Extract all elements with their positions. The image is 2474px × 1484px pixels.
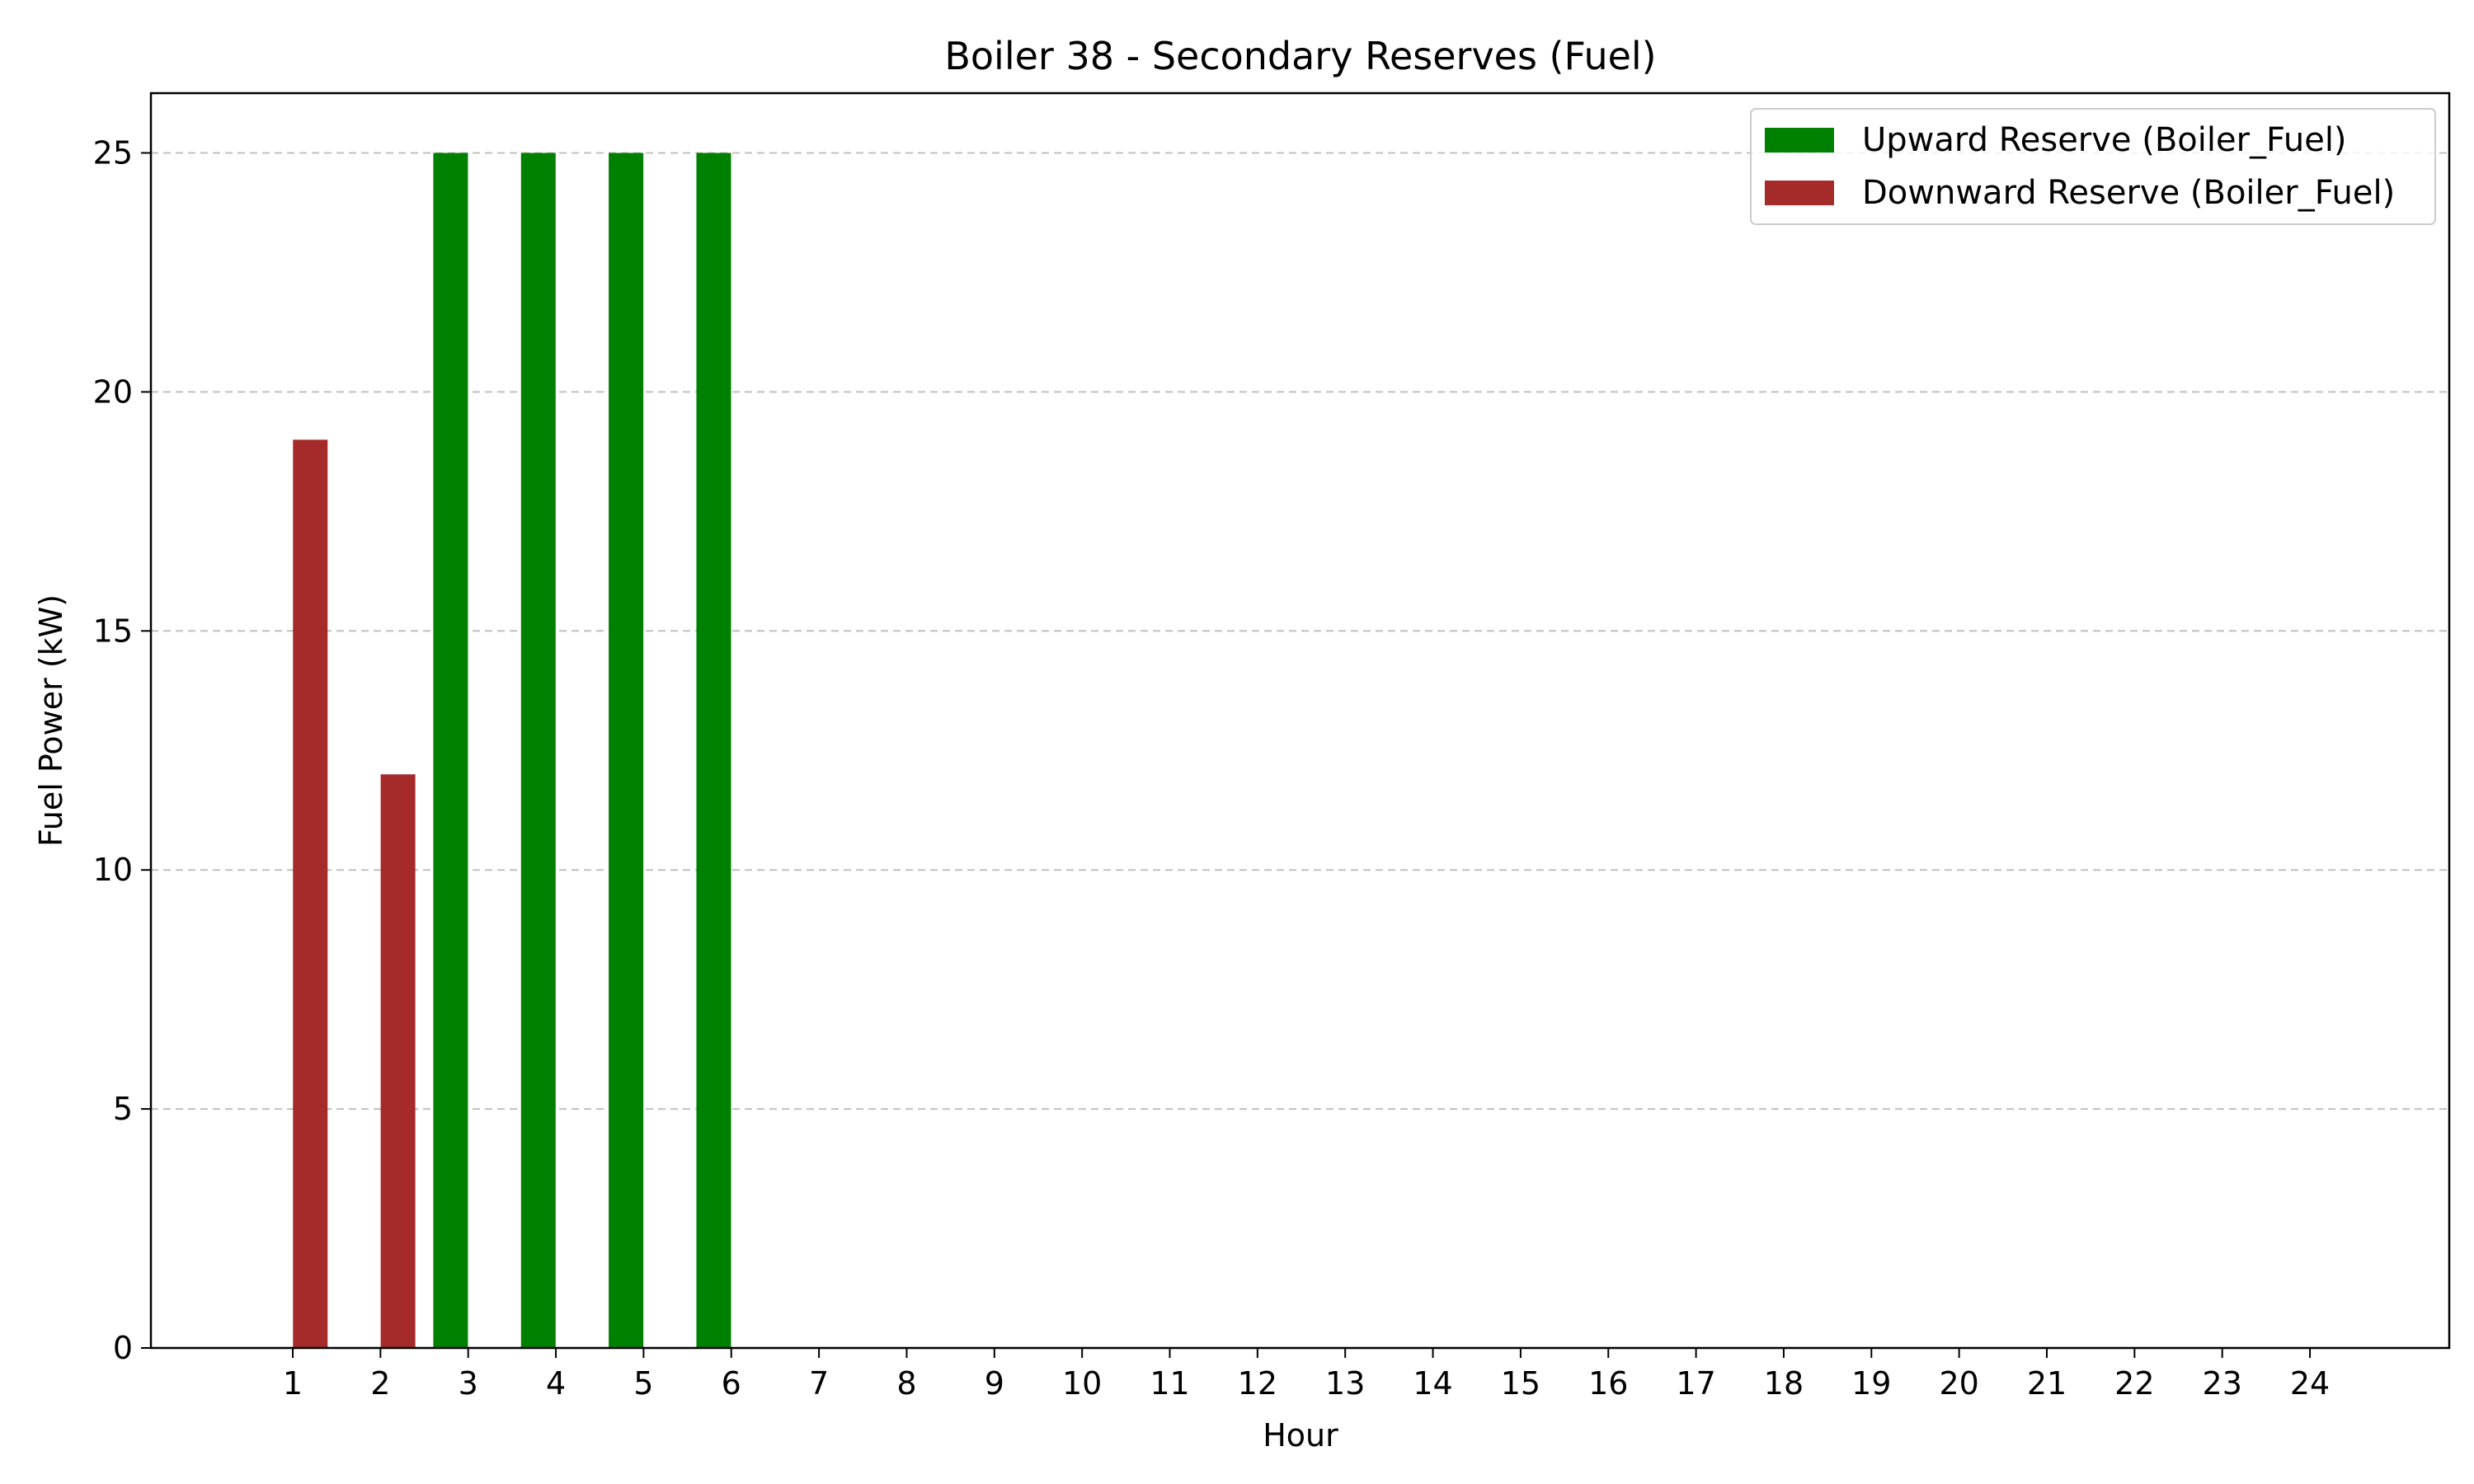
bar-upward-hour-3 — [433, 153, 468, 1348]
y-axis-label: Fuel Power (kW) — [33, 594, 69, 847]
bars — [293, 153, 731, 1349]
y-tick-label-5: 5 — [113, 1091, 133, 1127]
plot-frame — [149, 92, 2451, 1350]
y-tick-label-20: 20 — [93, 373, 133, 410]
x-tick-label-19: 19 — [1851, 1365, 1891, 1402]
legend-box — [1750, 108, 2436, 225]
bar-upward-hour-6 — [696, 153, 731, 1348]
bar-upward-hour-5 — [609, 153, 644, 1348]
chart-title: Boiler 38 - Secondary Reserves (Fuel) — [944, 34, 1656, 78]
x-tick-label-21: 21 — [2027, 1365, 2067, 1402]
bar-upward-hour-4 — [520, 153, 556, 1348]
x-tick-label-17: 17 — [1676, 1365, 1715, 1402]
x-tick-label-1: 1 — [283, 1365, 303, 1402]
legend-label-downward: Downward Reserve (Boiler_Fuel) — [1862, 174, 2395, 212]
x-tick-label-22: 22 — [2114, 1365, 2154, 1402]
x-tick-label-13: 13 — [1325, 1365, 1365, 1402]
y-tick-label-10: 10 — [93, 852, 133, 888]
x-tick-label-20: 20 — [1939, 1365, 1978, 1402]
x-tick-label-10: 10 — [1062, 1365, 1102, 1402]
y-tick-label-25: 25 — [93, 134, 133, 171]
x-tick-label-5: 5 — [633, 1365, 653, 1402]
x-ticks: 1 2 3 4 5 6 7 8 9 10 11 12 13 14 15 16 17 18 19 20 21 22 23 24 — [283, 1348, 2330, 1402]
bar-downward-hour-1 — [293, 439, 328, 1349]
x-tick-label-8: 8 — [896, 1365, 916, 1402]
x-tick-label-11: 11 — [1150, 1365, 1189, 1402]
x-tick-label-3: 3 — [459, 1365, 478, 1402]
x-tick-label-4: 4 — [546, 1365, 566, 1402]
x-tick-label-24: 24 — [2290, 1365, 2330, 1402]
x-tick-label-9: 9 — [985, 1365, 1004, 1402]
x-tick-label-12: 12 — [1238, 1365, 1277, 1402]
x-tick-label-2: 2 — [370, 1365, 390, 1402]
x-tick-label-7: 7 — [809, 1365, 829, 1402]
legend-swatch-upward — [1765, 128, 1834, 153]
legend: Upward Reserve (Boiler_Fuel) Downward Re… — [1750, 108, 2436, 225]
y-tick-label-15: 15 — [93, 613, 133, 649]
bar-downward-hour-2 — [380, 774, 416, 1348]
y-ticks: 0 5 10 15 20 25 — [93, 134, 151, 1366]
x-tick-label-6: 6 — [722, 1365, 741, 1402]
legend-label-upward: Upward Reserve (Boiler_Fuel) — [1862, 121, 2347, 159]
x-tick-label-14: 14 — [1413, 1365, 1452, 1402]
x-tick-label-16: 16 — [1588, 1365, 1628, 1402]
x-tick-label-15: 15 — [1501, 1365, 1540, 1402]
x-axis-label: Hour — [1263, 1417, 1338, 1453]
x-tick-label-18: 18 — [1764, 1365, 1804, 1402]
x-tick-label-23: 23 — [2203, 1365, 2242, 1402]
legend-swatch-downward — [1765, 181, 1834, 205]
y-tick-label-0: 0 — [113, 1330, 133, 1366]
